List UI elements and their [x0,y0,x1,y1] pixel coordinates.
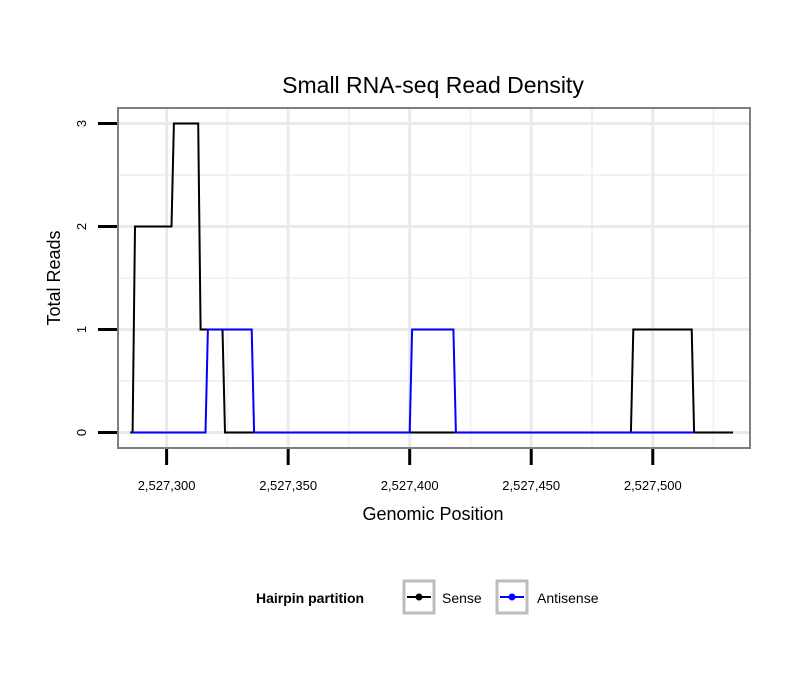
x-tick-label-4: 2,527,500 [624,478,682,493]
chart-title: Small RNA-seq Read Density [282,72,584,98]
y-axis: 0 1 2 3 [74,120,117,436]
x-axis: 2,527,300 2,527,350 2,527,400 2,527,450 2,52… [138,449,682,493]
x-tick-label-2: 2,527,400 [381,478,439,493]
x-tick-label-1: 2,527,350 [259,478,317,493]
x-tick-label-0: 2,527,300 [138,478,196,493]
y-tick-label-3: 3 [74,120,89,127]
legend-point-antisense [508,593,516,601]
plot-border [117,107,751,449]
grid [118,108,750,448]
series-line-antisense [132,328,695,434]
legend-item-sense: Sense [402,579,482,615]
legend-label-sense: Sense [442,590,482,606]
legend-title: Hairpin partition [256,590,364,606]
legend-item-antisense: Antisense [495,579,599,615]
y-axis-title: Total Reads [44,230,64,325]
y-tick-label-2: 2 [74,223,89,230]
series-layer [130,122,733,434]
x-tick-label-3: 2,527,450 [502,478,560,493]
legend-point-sense [415,593,423,601]
legend-label-antisense: Antisense [537,590,599,606]
x-axis-title: Genomic Position [362,504,503,524]
legend: Hairpin partition Sense Antisense [256,579,599,615]
y-tick-label-1: 1 [74,326,89,333]
y-tick-label-0: 0 [74,429,89,436]
